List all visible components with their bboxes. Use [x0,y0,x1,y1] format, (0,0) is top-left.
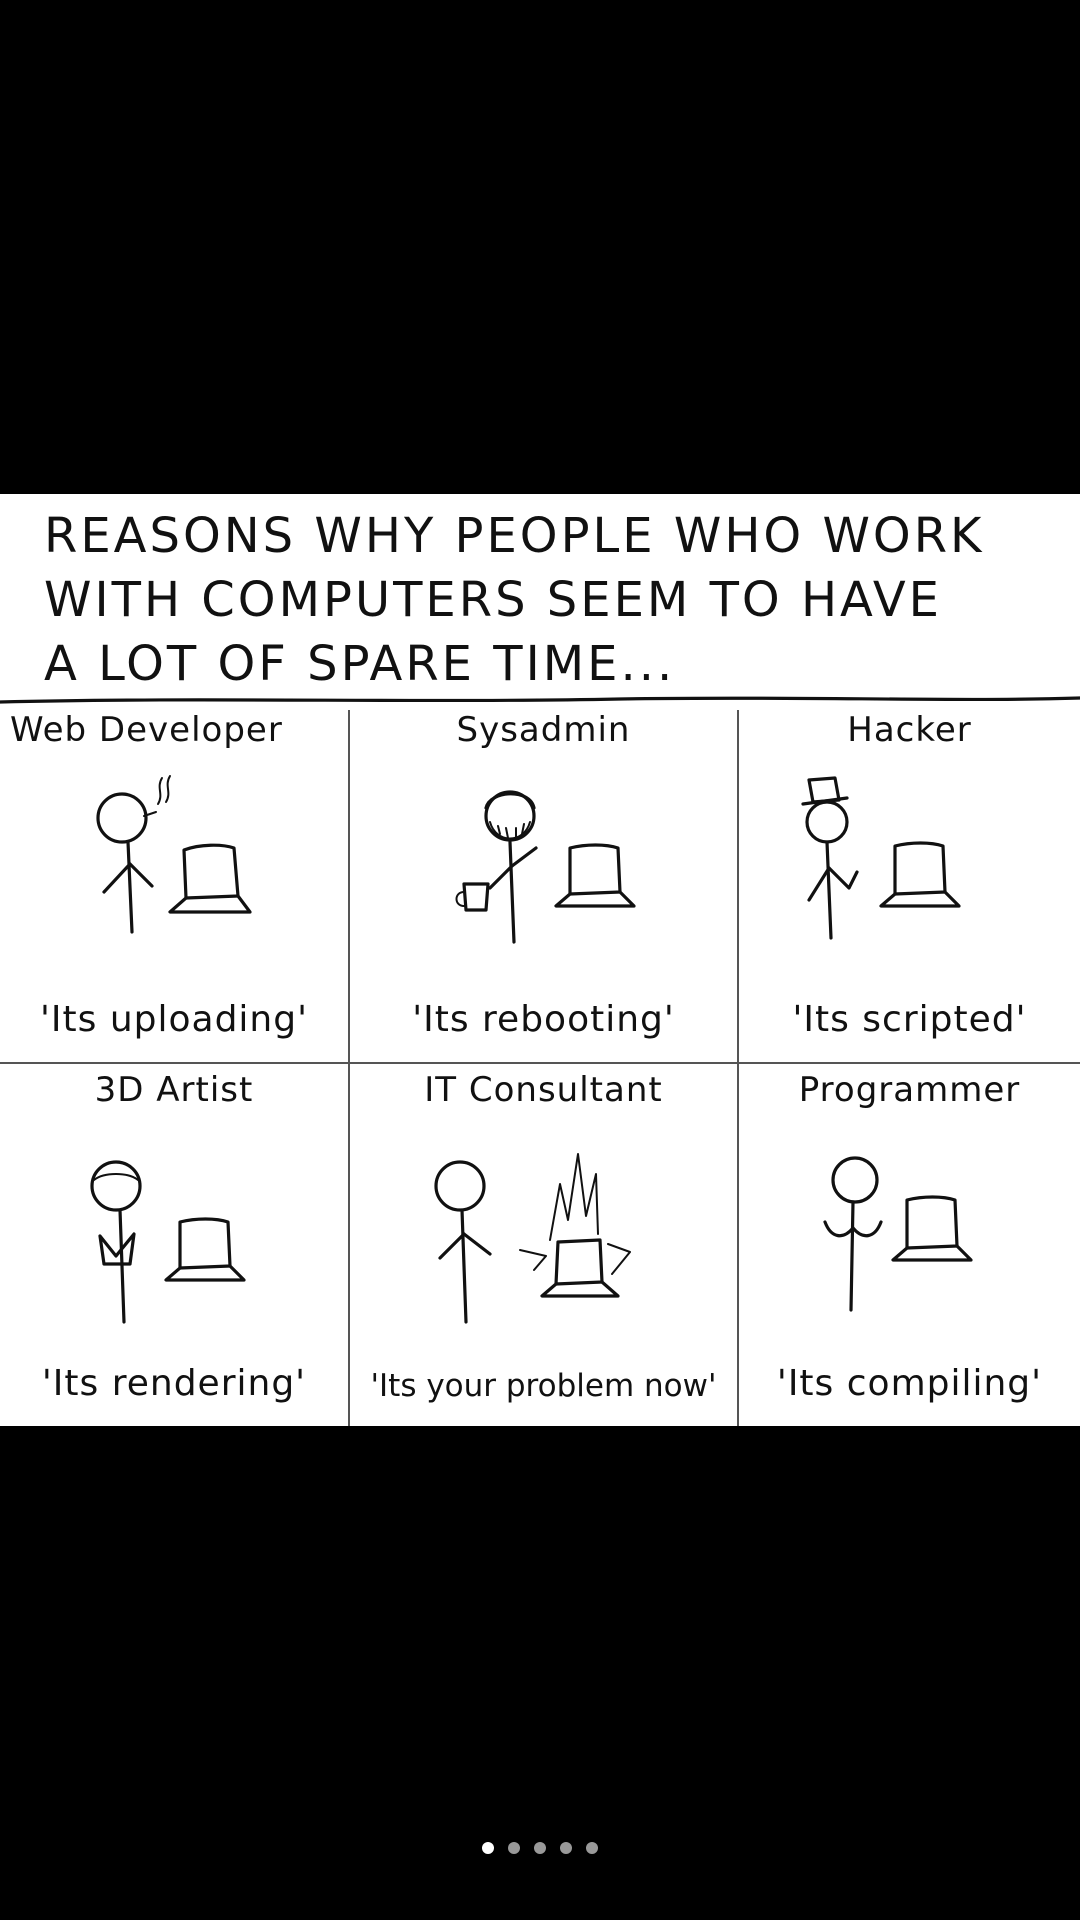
page-indicator[interactable] [0,1842,1080,1860]
panel-caption: 'Its rendering' [41,1363,307,1404]
header-rule [0,696,1080,704]
page-dot[interactable] [508,1842,520,1854]
panel-caption: 'Its uploading' [39,999,308,1040]
page-dot[interactable] [534,1842,546,1854]
stick-figure-burning-laptop-icon [434,1153,631,1324]
panel-caption: 'Its rebooting' [412,999,675,1040]
stick-figure-top-hat-icon [801,776,961,940]
stick-figure-smoking-icon [96,775,252,934]
comic-title-line-2: WITH COMPUTERS SEEM TO HAVE [44,572,942,628]
page-dot[interactable] [560,1842,572,1854]
panel-3d-artist: 3D Artist 'Its rendering' [0,1064,348,1426]
panel-divider [737,710,739,1426]
panel-divider [0,1062,1080,1064]
panel-label: Hacker [847,710,972,750]
panel-sysadmin: Sysadmin 'Its rebooting' [350,704,737,1062]
panel-label: IT Consultant [424,1070,663,1110]
panel-caption: 'Its scripted' [792,999,1027,1040]
comic-title-line-1: REASONS WHY PEOPLE WHO WORK [44,508,985,564]
panel-caption: 'Its your problem now' [370,1368,717,1404]
panel-label: Programmer [798,1070,1021,1110]
comic-image[interactable]: REASONS WHY PEOPLE WHO WORK WITH COMPUTE… [0,494,1080,1426]
panel-it-consultant: IT Consultant 'Its your problem now' [350,1064,737,1426]
panel-web-developer: Web Developer 'Its uploading' [0,704,348,1062]
panel-label: 3D Artist [94,1070,254,1110]
panel-hacker: Hacker 'Its scripted' [739,704,1080,1062]
panel-divider [348,710,350,1426]
stick-figure-beard-mug-icon [455,790,636,944]
page-dot[interactable] [482,1842,494,1854]
comic-title: REASONS WHY PEOPLE WHO WORK WITH COMPUTE… [44,504,1054,696]
panel-caption: 'Its compiling' [776,1363,1043,1404]
panel-label: Web Developer [10,710,283,750]
stick-figure-laptop-icon [823,1156,973,1312]
comic-title-line-3: A LOT OF SPARE TIME... [44,636,676,692]
comic-grid: Web Developer 'Its uploading' Sysadmin [0,704,1080,1426]
stick-figure-reading-icon [90,1160,246,1324]
panel-label: Sysadmin [456,710,631,750]
page-dot[interactable] [586,1842,598,1854]
panel-programmer: Programmer 'Its compiling' [739,1064,1080,1426]
